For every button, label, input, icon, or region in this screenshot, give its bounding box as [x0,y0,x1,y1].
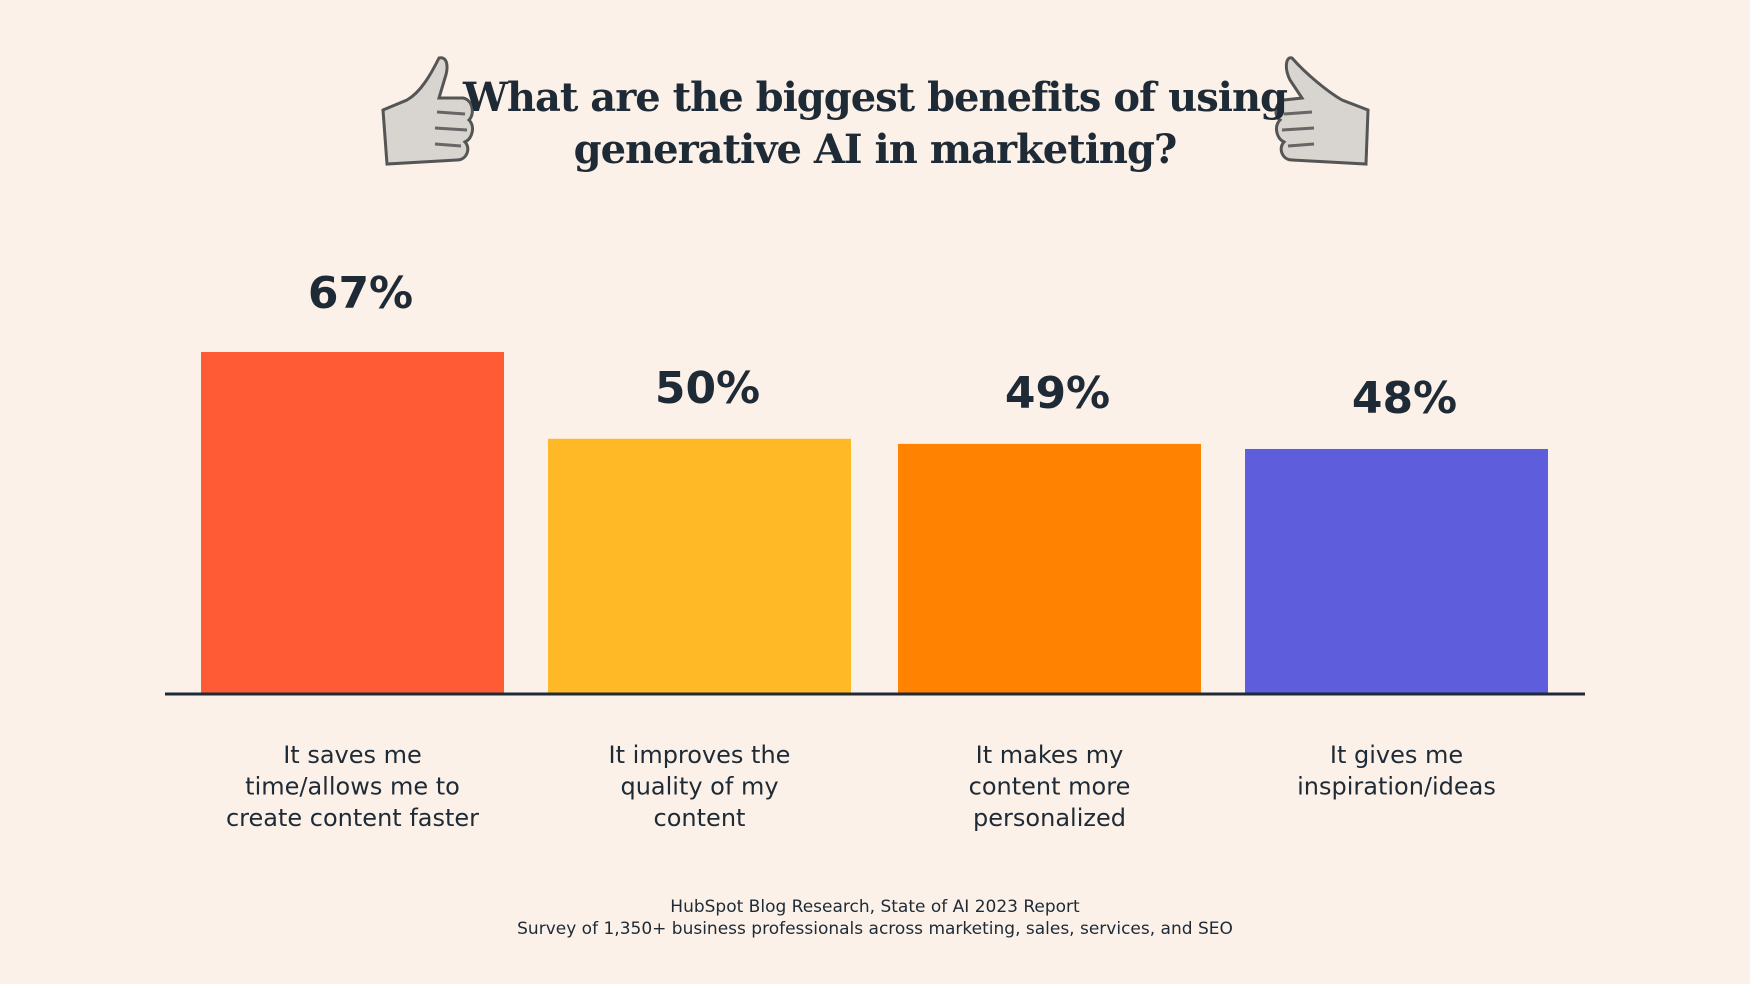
chart-footer: HubSpot Blog Research, State of AI 2023 … [0,896,1750,940]
bar [548,438,851,694]
source-text: HubSpot Blog Research, State of AI 2023 … [670,897,1080,917]
category-label: inspiration/ideas [1297,773,1496,801]
category-label: content more [969,773,1131,801]
bar [201,352,504,694]
category-label: create content faster [226,804,479,832]
category-label: personalized [973,804,1126,832]
category-label: It gives me [1330,741,1463,769]
category-label: It makes my [976,741,1124,769]
bar [898,443,1201,694]
category-label: It improves the [609,741,791,769]
category-label: quality of my [620,773,778,801]
chart-title: What are the biggest benefits of using g… [0,72,1750,176]
survey-note: Survey of 1,350+ business professionals … [517,919,1233,939]
data-label: 67% [308,268,413,319]
category-label: time/allows me to [245,773,460,801]
data-label: 48% [1352,373,1457,424]
data-label: 50% [655,363,760,414]
chart-title-line: generative AI in marketing? [573,126,1178,173]
thumbs-up-icon [381,56,474,166]
chart-title-line: What are the biggest benefits of using [462,74,1288,121]
thumbs-up-icon [1274,56,1370,166]
data-label: 49% [1005,368,1110,419]
bar [1245,448,1548,694]
category-label: It saves me [283,741,422,769]
category-label: content [654,804,746,832]
